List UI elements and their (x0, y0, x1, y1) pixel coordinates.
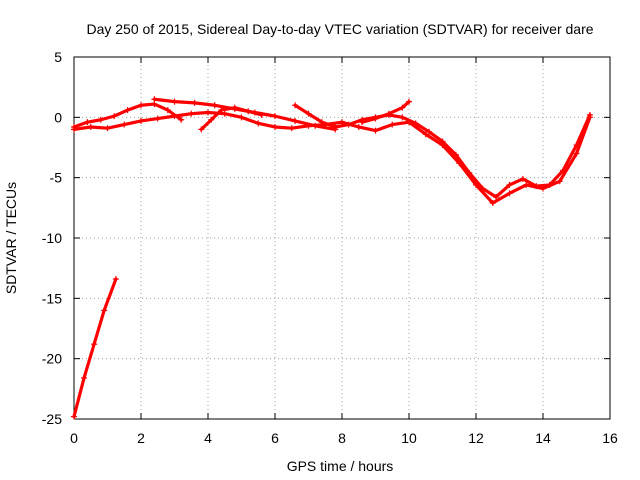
series-point-1 (138, 117, 144, 124)
series-point-2 (164, 107, 171, 114)
series-point-3 (312, 122, 319, 129)
series-point-7 (81, 374, 88, 381)
y-tick-label: 5 (54, 49, 62, 65)
series-point-6 (385, 110, 392, 117)
series-point-4 (218, 107, 225, 114)
series-point-1 (355, 123, 362, 130)
x-tick-label: 6 (271, 430, 279, 446)
series-point-5 (546, 181, 553, 188)
x-tick-label: 2 (137, 430, 145, 446)
data-series (71, 96, 593, 420)
series-point-4 (198, 126, 205, 133)
series-point-5 (560, 167, 567, 174)
x-tick-label: 12 (468, 430, 484, 446)
series-point-3 (272, 113, 278, 120)
series-point-1 (205, 109, 211, 116)
x-tick-label: 16 (602, 430, 618, 446)
series-point-4 (208, 116, 215, 123)
series-line-4 (199, 106, 264, 131)
series-point-2 (111, 113, 118, 120)
series-point-5 (318, 119, 325, 126)
series-point-6 (406, 98, 412, 105)
series-point-1 (422, 131, 429, 138)
series-point-5 (479, 185, 486, 192)
series-point-5 (533, 183, 540, 190)
series-point-1 (87, 123, 94, 130)
series-point-1 (489, 200, 496, 207)
series-point-7 (91, 341, 98, 348)
series-point-5 (466, 169, 473, 176)
series-point-3 (211, 102, 218, 109)
series-point-1 (104, 125, 111, 132)
series-point-1 (221, 110, 228, 117)
series-point-5 (292, 102, 299, 109)
x-tick-labels: 0 2 4 6 8 10 12 14 16 (70, 430, 618, 446)
grid-lines (74, 57, 610, 419)
series-point-1 (372, 127, 379, 134)
x-tick-label: 4 (204, 430, 212, 446)
series-point-5 (332, 123, 339, 130)
series-point-3 (151, 96, 158, 103)
series-point-5 (586, 111, 593, 118)
series-point-4 (258, 111, 265, 118)
axis-ticks (73, 56, 611, 420)
series-point-3 (292, 117, 299, 124)
series-point-3 (171, 98, 178, 105)
chart-title: Day 250 of 2015, Sidereal Day-to-day VTE… (86, 21, 593, 37)
x-tick-label: 0 (70, 430, 78, 446)
series-point-5 (305, 110, 312, 117)
series-point-3 (191, 99, 198, 106)
series-point-5 (412, 120, 419, 127)
series-point-1 (121, 121, 128, 128)
series-point-2 (97, 116, 104, 123)
series-point-5 (506, 181, 513, 188)
series-point-1 (272, 123, 278, 130)
series-point-4 (245, 108, 252, 115)
y-tick-label: -25 (42, 411, 62, 427)
series-point-2 (71, 123, 77, 130)
series-point-7 (71, 413, 77, 420)
series-point-6 (399, 104, 406, 111)
y-tick-labels: 5 0 -5 -10 -15 -20 -25 (42, 49, 62, 427)
series-point-1 (523, 181, 530, 188)
series-point-1 (573, 150, 580, 157)
series-point-7 (112, 276, 119, 283)
series-point-1 (389, 121, 396, 128)
series-point-1 (154, 115, 161, 122)
series-point-5 (399, 114, 406, 121)
series-point-1 (506, 190, 513, 197)
x-tick-label: 14 (535, 430, 551, 446)
series-point-5 (426, 128, 433, 135)
y-tick-label: -20 (42, 351, 62, 367)
series-point-2 (124, 107, 131, 114)
series-point-6 (359, 119, 366, 126)
y-tick-label: -5 (50, 170, 63, 186)
x-tick-label: 10 (401, 430, 417, 446)
series-point-7 (101, 307, 108, 314)
x-axis-label: GPS time / hours (287, 458, 394, 474)
series-point-6 (372, 115, 379, 122)
series-point-2 (178, 116, 185, 123)
series-point-1 (255, 120, 262, 127)
series-point-5 (519, 175, 526, 182)
series-point-2 (138, 102, 144, 109)
series-point-5 (345, 121, 352, 128)
series-point-1 (556, 178, 563, 185)
series-point-5 (452, 151, 459, 158)
series-point-4 (231, 104, 238, 111)
y-axis-label: SDTVAR / TECUs (3, 182, 19, 294)
y-tick-label: -15 (42, 290, 62, 306)
x-tick-label: 8 (338, 430, 346, 446)
series-point-5 (573, 142, 580, 149)
series-point-1 (188, 110, 195, 117)
y-tick-label: -10 (42, 230, 62, 246)
series-point-5 (493, 193, 500, 200)
series-point-5 (439, 138, 446, 145)
series-point-1 (288, 125, 295, 132)
series-point-2 (84, 119, 91, 126)
y-tick-label: 0 (54, 109, 62, 125)
series-point-1 (238, 114, 245, 121)
